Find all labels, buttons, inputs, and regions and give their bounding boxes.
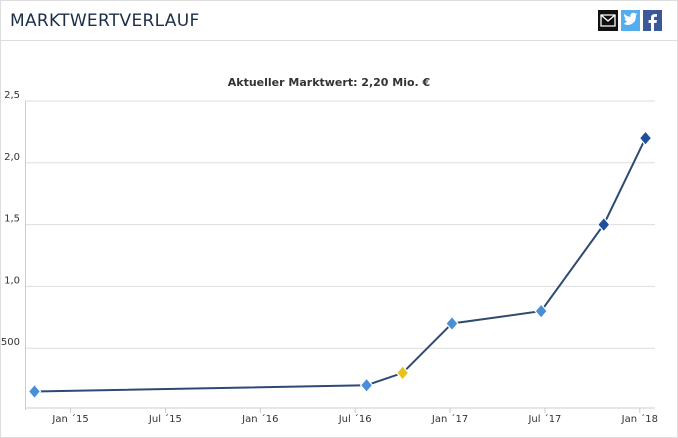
x-tick-label: Jan ´15 [51, 413, 88, 425]
y-tick-label: 500 [1, 337, 20, 348]
point-marker [534, 303, 548, 320]
point-marker [27, 383, 42, 400]
point-marker [395, 364, 410, 381]
mail-glyph [600, 14, 616, 27]
x-tick-label: Jul ´16 [338, 413, 372, 425]
facebook-glyph [648, 14, 657, 32]
point-marker [596, 216, 611, 233]
share-facebook[interactable] [643, 10, 662, 32]
twitter-glyph [623, 12, 638, 25]
y-tick-label: 2,0 [4, 152, 20, 163]
x-tick-label: Jul ´15 [148, 413, 182, 425]
header-title: MARKTWERTVERLAUF [10, 11, 200, 31]
y-tick-label: 1,5 [4, 214, 20, 225]
chart-title: Aktueller Marktwert: 2,20 Mio. € [228, 76, 430, 89]
point-marker [359, 377, 374, 394]
x-tick-label: Jul ´17 [527, 413, 561, 425]
point-marker [638, 130, 653, 147]
y-tick-label: 1,0 [4, 275, 20, 286]
share-twitter[interactable] [621, 10, 640, 31]
x-tick-label: Jan ´17 [431, 413, 468, 425]
x-tick-label: Jan ´18 [621, 413, 658, 425]
x-tick-label: Jan ´16 [241, 413, 278, 425]
point-marker [445, 315, 459, 332]
y-tick-label: 2,5 [4, 90, 20, 101]
share-mail[interactable] [598, 10, 618, 31]
